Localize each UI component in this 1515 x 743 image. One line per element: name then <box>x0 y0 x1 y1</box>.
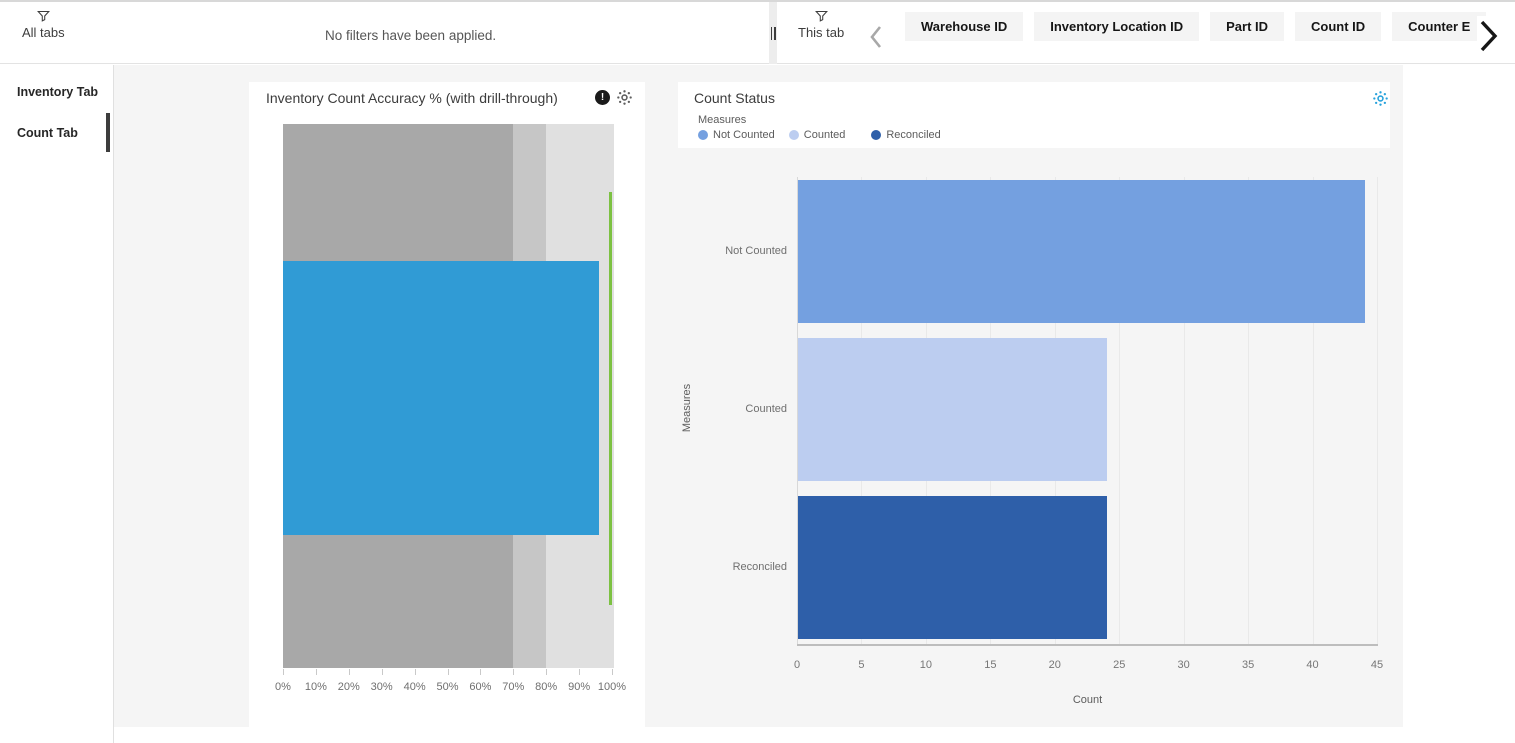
filter-chip[interactable]: Part ID <box>1210 12 1285 41</box>
dashboard-tabs-sidebar: Inventory Tab Count Tab <box>0 65 114 743</box>
all-tabs-filter-button[interactable]: All tabs <box>22 10 65 40</box>
x-axis-line <box>797 644 1378 646</box>
filters-message: No filters have been applied. <box>325 28 497 43</box>
sidebar-tab-label: Inventory Tab <box>17 84 99 99</box>
bar-not-counted[interactable] <box>798 180 1366 323</box>
info-icon[interactable]: ! <box>595 90 610 105</box>
x-axis-tick <box>414 669 416 675</box>
legend-item[interactable]: Reconciled <box>871 129 941 141</box>
x-axis-tick <box>513 669 515 675</box>
x-axis-tick <box>612 669 613 675</box>
category-label: Reconciled <box>732 561 787 573</box>
x-axis-tick-label: 80% <box>535 681 558 693</box>
legend-swatch <box>871 130 882 140</box>
x-axis-tick <box>348 669 350 675</box>
category-label: Counted <box>745 403 787 415</box>
sidebar-tab-inventory-tab[interactable]: Inventory Tab <box>0 71 113 112</box>
x-axis-tick <box>381 669 383 675</box>
this-tab-label: This tab <box>798 25 845 40</box>
filter-funnel-icon <box>36 11 50 22</box>
all-tabs-label: All tabs <box>22 25 65 40</box>
x-axis-tick <box>315 669 317 675</box>
x-axis-tick <box>579 669 581 675</box>
chips-scroll-left-button[interactable] <box>866 24 886 50</box>
x-axis-tick-label: 35 <box>1241 659 1255 671</box>
filter-chip[interactable]: Count ID <box>1295 12 1382 41</box>
bullet-chart-plot: 0% 10% 20% 30% 40% 50% 60% 70% 80% 90% 100% <box>275 124 626 693</box>
legend-title: Measures <box>698 114 747 126</box>
filter-chip[interactable]: Inventory Location ID <box>1034 12 1200 41</box>
top-filter-bar: All tabs No filters have been applied. T… <box>0 0 1515 64</box>
bar-counted[interactable] <box>798 338 1108 481</box>
x-axis-tick-label: 30 <box>1177 659 1190 671</box>
x-axis-tick-label: 90% <box>568 681 591 693</box>
bullet-chart-card: Inventory Count Accuracy % (with drill-t… <box>249 82 645 727</box>
legend-item[interactable]: Counted <box>788 129 846 141</box>
x-axis-tick <box>546 669 548 675</box>
insights-sparkle-icon[interactable] <box>1372 90 1389 112</box>
x-axis-tick-label: 45 <box>1370 659 1384 671</box>
this-tab-filter-button[interactable]: This tab <box>798 10 844 40</box>
legend: Not Counted Counted Reconciled <box>698 129 955 141</box>
x-axis-title: Count <box>1072 694 1103 706</box>
legend-label: Not Counted <box>713 129 775 141</box>
bar-reconciled[interactable] <box>798 496 1108 639</box>
chips-scroll-right-button[interactable] <box>1477 16 1515 56</box>
filter-chip[interactable]: Warehouse ID <box>905 12 1024 41</box>
chevron-right-icon <box>1480 20 1498 52</box>
x-axis-tick-label: 20% <box>337 681 360 693</box>
bar-chart-title: Count Status <box>694 90 775 106</box>
x-axis-tick-label: 0 <box>793 659 801 671</box>
x-axis-tick-label: 10 <box>919 659 932 671</box>
x-axis-tick <box>447 669 449 675</box>
bullet-chart-title: Inventory Count Accuracy % (with drill-t… <box>266 90 558 106</box>
x-axis-tick-label: 15 <box>984 659 997 671</box>
panel-resize-handle[interactable] <box>769 2 777 64</box>
y-axis-title: Measures <box>681 383 693 433</box>
legend-label: Counted <box>803 129 846 141</box>
gridline <box>1377 177 1378 644</box>
x-axis-tick-label: 5 <box>858 659 865 671</box>
legend-item[interactable]: Not Counted <box>698 129 775 141</box>
x-axis-tick-label: 70% <box>502 681 525 693</box>
category-label: Not Counted <box>725 245 787 257</box>
filter-chips-row: Warehouse ID Inventory Location ID Part ID… <box>905 12 1493 41</box>
x-axis-tick-label: 20 <box>1048 659 1061 671</box>
gridline <box>1119 177 1121 644</box>
x-axis-tick-label: 40 <box>1306 659 1319 671</box>
x-axis-tick-label: 25 <box>1113 659 1126 671</box>
filter-chip[interactable]: Counter E <box>1392 12 1487 41</box>
bullet-target-line <box>609 192 612 605</box>
gridline <box>1183 177 1185 644</box>
x-axis-tick <box>283 669 284 675</box>
x-axis-tick <box>480 669 482 675</box>
x-axis-tick-label: 60% <box>469 681 492 693</box>
x-axis-tick-label: 30% <box>370 681 393 693</box>
legend-swatch <box>788 130 799 140</box>
dashboard-canvas: Inventory Count Accuracy % (with drill-t… <box>114 65 1403 727</box>
gridline <box>797 177 798 644</box>
bullet-value-bar[interactable] <box>283 261 599 535</box>
x-axis-tick-label: 40% <box>403 681 426 693</box>
gridline <box>1248 177 1250 644</box>
legend-label: Reconciled <box>886 129 941 141</box>
bar-chart-card: Count Status Measures Not Counted Counted… <box>678 82 1390 727</box>
filter-funnel-icon <box>814 11 828 22</box>
x-axis-tick-label: 100% <box>597 681 627 693</box>
bar-chart-plot: 0 5 10 15 20 25 30 35 40 45 Not Counted Counted Rec… <box>678 148 1390 727</box>
insights-sparkle-icon[interactable] <box>616 89 633 111</box>
active-tab-indicator <box>106 113 110 152</box>
x-axis-tick-label: 10% <box>304 681 327 693</box>
sidebar-tab-count-tab[interactable]: Count Tab <box>0 112 113 153</box>
gridline <box>1312 177 1314 644</box>
x-axis-tick-label: 50% <box>436 681 459 693</box>
chevron-left-icon <box>870 26 882 48</box>
sidebar-tab-label: Count Tab <box>17 125 78 140</box>
legend-swatch <box>698 130 708 140</box>
x-axis-tick-label: 0% <box>275 681 291 693</box>
